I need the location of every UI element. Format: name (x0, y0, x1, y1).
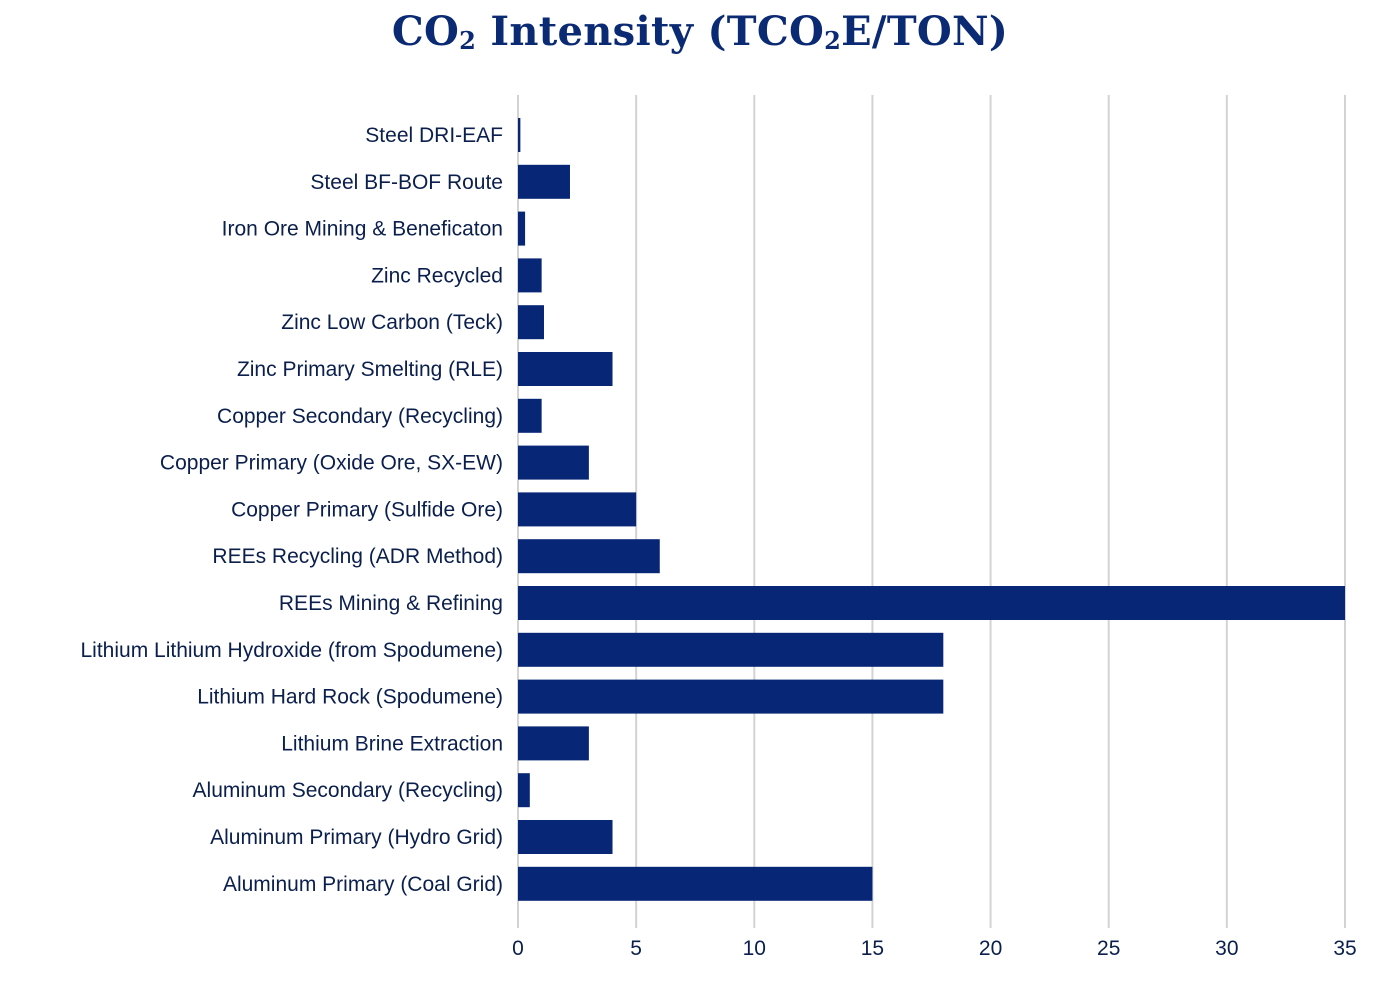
bar-3 (518, 211, 526, 246)
category-label-14: Lithium Brine Extraction (281, 732, 503, 755)
bar-11 (518, 586, 1345, 620)
category-label-5: Zinc Low Carbon (Teck) (281, 311, 503, 334)
category-labels: Steel DRI-EAF Steel BF-BOF Route Iron Ore … (80, 124, 503, 896)
category-label-2: Steel BF-BOF Route (310, 171, 503, 194)
title-subscript-2b: 2 (824, 26, 842, 55)
category-label-4: Zinc Recycled (371, 264, 503, 287)
bar-1 (518, 118, 521, 152)
title-part-co: CO (391, 8, 460, 55)
title-part-unit: E/TON) (841, 8, 1009, 55)
bar-13 (518, 679, 944, 714)
x-tick-label-15: 15 (861, 937, 884, 960)
title-subscript-2a: 2 (459, 26, 477, 55)
bar-14 (518, 726, 589, 761)
chart-title: CO2 Intensity (TCO2E/TON) (0, 8, 1400, 55)
x-tick-label-25: 25 (1097, 937, 1120, 960)
bar-17 (518, 866, 873, 901)
bars (518, 118, 1345, 901)
bar-7 (518, 398, 542, 433)
category-label-8: Copper Primary (Oxide Ore, SX-EW) (160, 452, 503, 475)
category-label-15: Aluminum Secondary (Recycling) (193, 779, 503, 802)
bar-2 (518, 164, 570, 199)
bar-8 (518, 445, 589, 480)
category-label-6: Zinc Primary Smelting (RLE) (237, 358, 503, 381)
category-label-13: Lithium Hard Rock (Spodumene) (197, 686, 503, 709)
x-tick-label-10: 10 (743, 937, 766, 960)
bar-5 (518, 305, 544, 340)
category-label-7: Copper Secondary (Recycling) (217, 405, 503, 428)
x-tick-label-30: 30 (1215, 937, 1238, 960)
x-tick-label-20: 20 (979, 937, 1002, 960)
category-label-12: Lithium Lithium Hydroxide (from Spodumen… (80, 639, 503, 662)
x-tick-label-0: 0 (512, 937, 524, 960)
title-part-intensity: Intensity (TCO (476, 8, 825, 55)
bar-10 (518, 539, 660, 574)
bar-4 (518, 258, 542, 293)
category-label-3: Iron Ore Mining & Beneficaton (222, 218, 503, 241)
bar-15 (518, 773, 530, 808)
bar-6 (518, 352, 613, 386)
category-label-17: Aluminum Primary (Coal Grid) (223, 873, 503, 896)
bar-9 (518, 492, 637, 527)
category-label-11: REEs Mining & Refining (279, 592, 503, 615)
gridlines (517, 95, 1346, 928)
category-label-10: REEs Recycling (ADR Method) (212, 545, 503, 568)
x-tick-label-35: 35 (1333, 937, 1356, 960)
bar-12 (518, 632, 944, 667)
category-label-1: Steel DRI-EAF (365, 124, 503, 147)
category-label-9: Copper Primary (Sulfide Ore) (231, 498, 503, 521)
bar-16 (518, 820, 613, 854)
x-axis-tick-labels: 0 5 10 15 20 25 30 35 (512, 937, 1357, 960)
x-tick-label-5: 5 (630, 937, 642, 960)
category-label-16: Aluminum Primary (Hydro Grid) (210, 826, 503, 849)
